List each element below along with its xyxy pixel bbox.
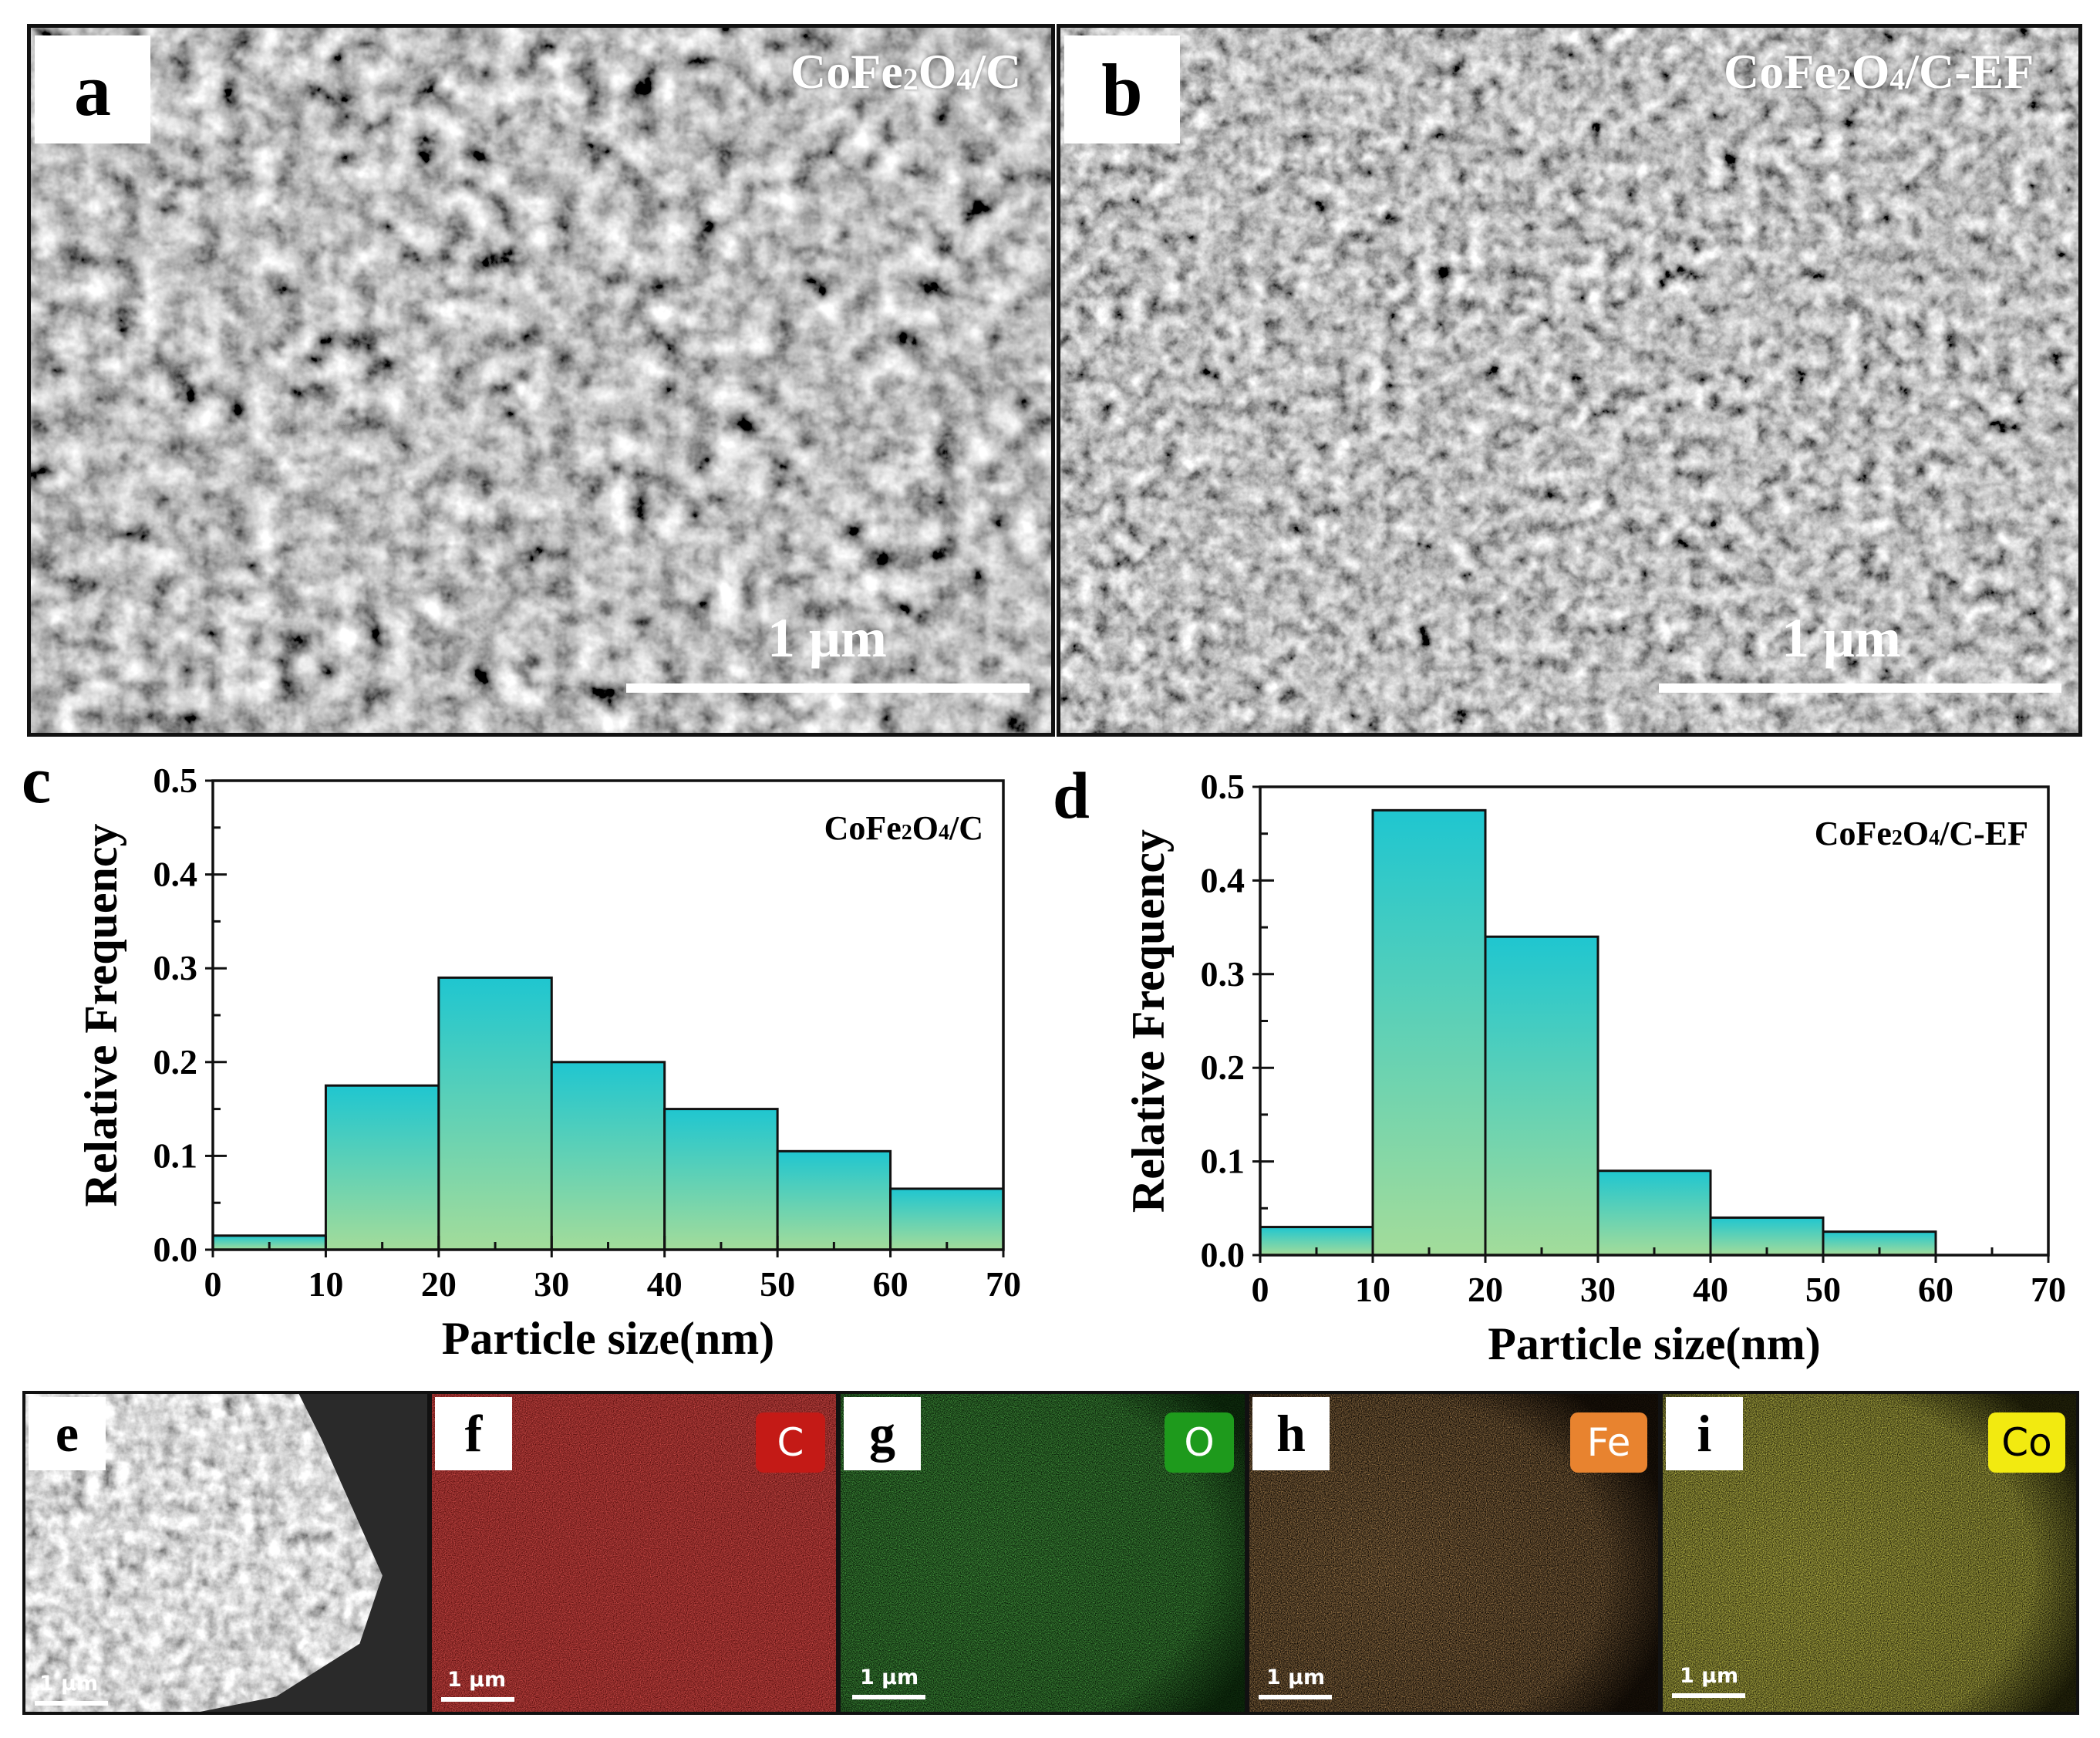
scale-bar-label-h: 1 μm <box>1266 1665 1326 1689</box>
y-tick-label: 0.5 <box>153 761 198 800</box>
panel-label-d: d <box>1053 758 1090 832</box>
x-axis-label: Particle size(nm) <box>442 1313 774 1364</box>
scale-bar-b <box>1659 683 2061 693</box>
y-axis-label: Relative Frequency <box>1123 829 1174 1213</box>
x-tick-label: 40 <box>1693 1270 1728 1309</box>
element-badge-Co: Co <box>1988 1412 2065 1473</box>
x-tick-label: 70 <box>986 1264 1021 1304</box>
element-badge-Fe: Fe <box>1570 1412 1647 1473</box>
sem-texture-a <box>31 28 1051 733</box>
y-tick-label: 0.5 <box>1201 767 1246 806</box>
y-tick-label: 0.1 <box>1201 1142 1246 1181</box>
x-tick-label: 60 <box>873 1264 908 1304</box>
x-tick-label: 20 <box>1468 1270 1503 1309</box>
histogram-bar <box>550 1061 666 1251</box>
sample-annotation: CoFe2O4/C-EF <box>1815 815 2028 852</box>
scale-bar-g <box>852 1695 925 1699</box>
eds-map-O: g O 1 μm <box>838 1391 1248 1715</box>
sem-image-a: a CoFe2O4/C 1 μm <box>27 24 1055 737</box>
histogram-bar <box>324 1084 440 1251</box>
scale-bar-label-f: 1 μm <box>447 1668 507 1692</box>
y-axis-label: Relative Frequency <box>76 823 126 1206</box>
histogram-bar <box>889 1187 1005 1251</box>
sample-label-b: CoFe2O4/C-EF <box>1724 44 2034 99</box>
element-badge-C: C <box>756 1412 825 1473</box>
scale-bar-f <box>441 1697 514 1702</box>
scale-bar-i <box>1672 1693 1745 1698</box>
histogram-c: 0 10 20 30 40 50 60 70 0.0 0.1 0.2 0.3 0.4 0.5 Particl… <box>22 743 1021 1364</box>
panel-label-a: a <box>35 35 150 143</box>
histogram-d: 0 10 20 30 40 50 60 70 0.0 0.1 0.2 0.3 0.4 0.5 Particl… <box>1053 758 2066 1369</box>
histogram-bar <box>437 976 553 1251</box>
x-tick-label: 10 <box>308 1264 343 1304</box>
histogram-bar <box>776 1149 892 1251</box>
x-tick-label: 20 <box>421 1264 457 1304</box>
histogram-bar <box>663 1108 779 1251</box>
y-tick-label: 0.0 <box>1201 1235 1246 1274</box>
panel-label-h: h <box>1252 1397 1330 1470</box>
element-badge-O: O <box>1165 1412 1234 1473</box>
histogram-bar <box>1484 935 1599 1257</box>
y-tick-label: 0.2 <box>1201 1048 1246 1087</box>
x-tick-label: 50 <box>760 1264 795 1304</box>
panel-label-c: c <box>22 743 51 817</box>
histograms: 0 10 20 30 40 50 60 70 0.0 0.1 0.2 0.3 0.4 0.5 Particl… <box>22 743 2066 1369</box>
panel-label-i: i <box>1666 1397 1743 1470</box>
x-tick-label: 10 <box>1355 1270 1390 1309</box>
x-tick-label: 30 <box>1580 1270 1616 1309</box>
scale-bar-label-e: 1 μm <box>39 1672 99 1696</box>
scale-bar-label-g: 1 μm <box>860 1665 919 1689</box>
y-tick-label: 0.4 <box>1201 860 1246 899</box>
y-tick-label: 0.2 <box>153 1042 198 1082</box>
sample-annotation: CoFe2O4/C <box>824 809 983 847</box>
y-tick-label: 0.4 <box>153 855 198 894</box>
x-tick-label: 70 <box>2031 1270 2066 1309</box>
eds-map-C: f C 1 μm <box>429 1391 839 1715</box>
y-tick-label: 0.0 <box>153 1230 198 1269</box>
sample-label-a: CoFe2O4/C <box>790 44 1022 99</box>
x-axis-label: Particle size(nm) <box>1488 1318 1820 1369</box>
x-tick-label: 50 <box>1805 1270 1841 1309</box>
x-tick-label: 0 <box>204 1264 222 1304</box>
panel-label-g: g <box>844 1397 921 1470</box>
scale-bar-label-a: 1 μm <box>767 607 887 669</box>
scale-bar-h <box>1259 1695 1332 1699</box>
eds-map-Co: i Co 1 μm <box>1660 1391 2079 1715</box>
sem-texture-b <box>1060 28 2078 733</box>
x-tick-label: 60 <box>1918 1270 1953 1309</box>
histogram-bar <box>1596 1169 1712 1257</box>
x-tick-label: 40 <box>647 1264 683 1304</box>
panel-label-e: e <box>29 1397 106 1470</box>
scale-bar-e <box>35 1701 108 1706</box>
scale-bar-a <box>626 683 1030 693</box>
panel-label-b: b <box>1064 35 1180 143</box>
y-tick-label: 0.3 <box>1201 954 1246 994</box>
sem-image-b: b CoFe2O4/C-EF 1 μm <box>1057 24 2082 737</box>
sem-image-e: e 1 μm <box>22 1391 430 1715</box>
scale-bar-label-b: 1 μm <box>1781 607 1901 669</box>
y-tick-label: 0.3 <box>153 948 198 987</box>
x-tick-label: 0 <box>1252 1270 1269 1309</box>
eds-map-Fe: h Fe 1 μm <box>1246 1391 1661 1715</box>
y-tick-label: 0.1 <box>153 1136 198 1175</box>
histogram-bar <box>1371 808 1487 1257</box>
panel-label-f: f <box>435 1397 512 1470</box>
x-tick-label: 30 <box>534 1264 569 1304</box>
scale-bar-label-i: 1 μm <box>1680 1664 1739 1688</box>
